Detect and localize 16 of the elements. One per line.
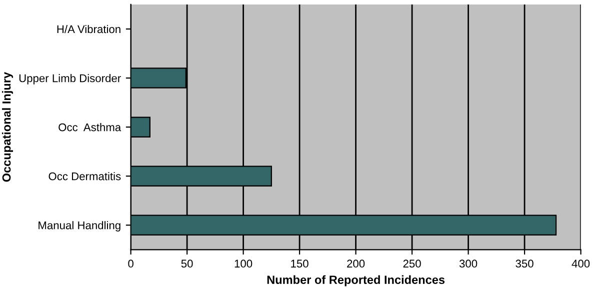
x-tick-label: 100 xyxy=(234,260,252,268)
x-tick-label: 50 xyxy=(181,260,193,268)
y-tick-label: H/A Vibration xyxy=(57,24,120,34)
x-tick-label: 250 xyxy=(403,260,421,268)
y-tick-label: Occ Dermatitis xyxy=(48,172,121,180)
y-tick-label: Manual Handling xyxy=(38,221,120,232)
x-axis-title: Number of Reported Incidences xyxy=(267,275,445,286)
y-tick-label: Upper Limb Disorder xyxy=(19,74,121,84)
y-tick-label: Occ Asthma xyxy=(58,123,122,132)
x-tick-label: 350 xyxy=(516,260,534,268)
x-tick-label: 400 xyxy=(572,260,590,268)
x-tick-label: 200 xyxy=(347,260,365,268)
y-axis-title: Occupational Injury xyxy=(2,72,14,182)
x-tick-label: 150 xyxy=(291,260,308,268)
x-tick-label: 300 xyxy=(459,260,478,268)
x-tick-label: 0 xyxy=(128,260,134,268)
